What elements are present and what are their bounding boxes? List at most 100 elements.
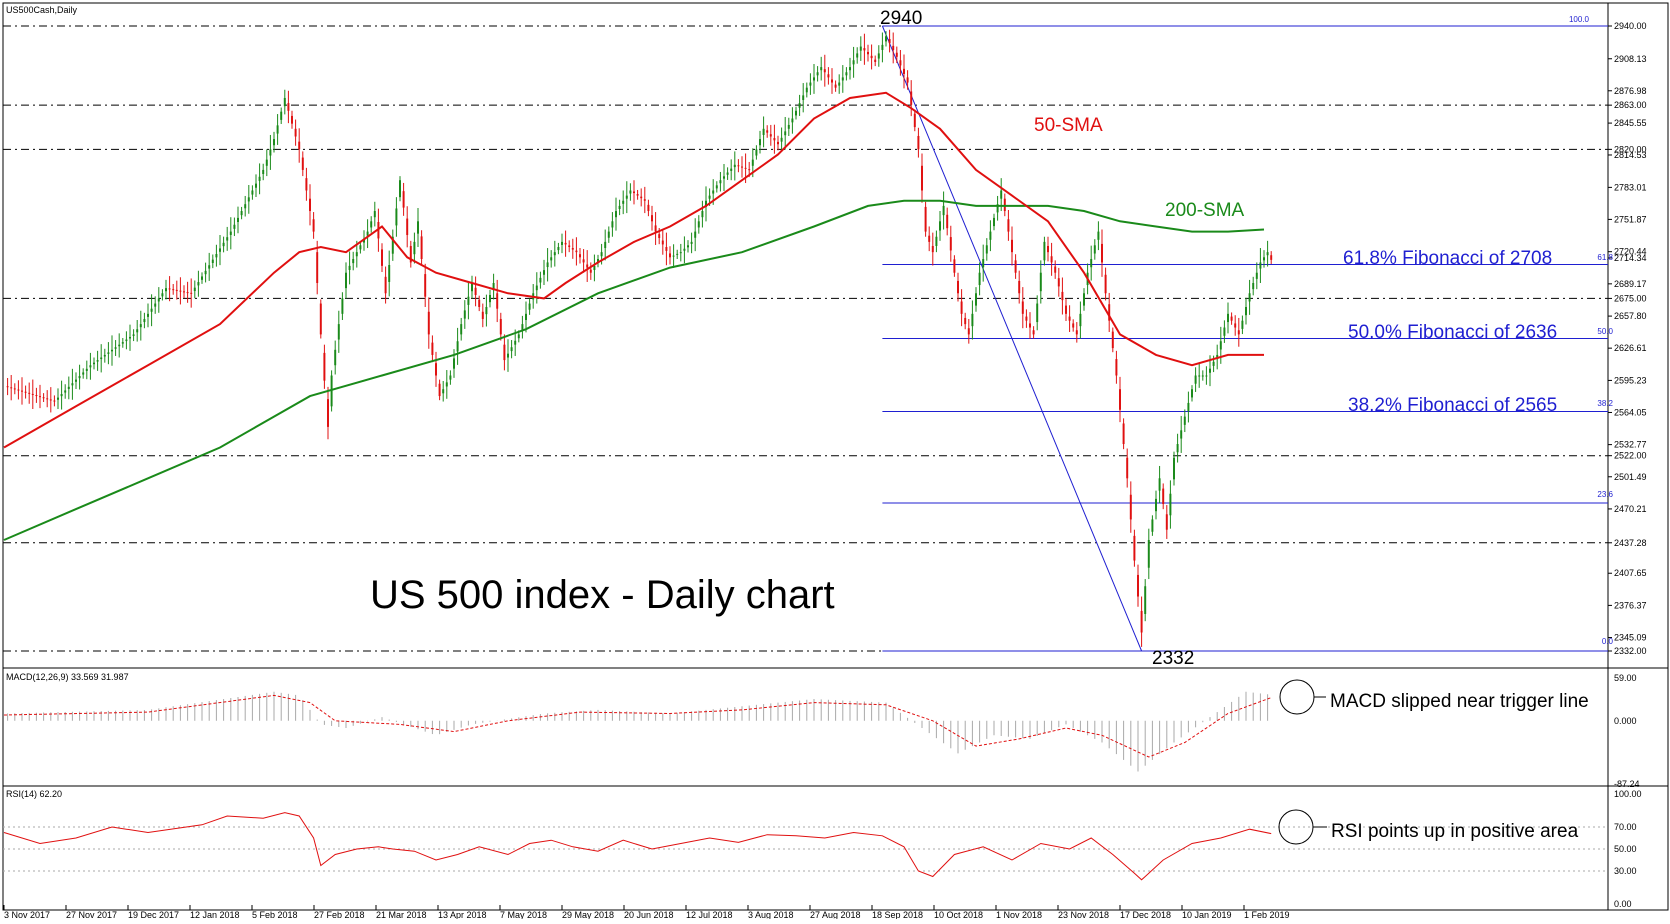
date-tick-label: 29 May 2018 [562,910,614,919]
candle-body [427,311,430,335]
rsi-note: RSI points up in positive area [1331,821,1579,842]
candle-body [1029,323,1031,328]
candle-body [1173,457,1175,480]
candle-body [453,358,455,369]
candle-body [715,185,718,189]
candle-body [1097,231,1100,240]
macd-tick-label: 0.000 [1614,716,1637,726]
candle-body [651,215,653,222]
sma200-line [3,199,1265,541]
price-tick-label: 2626.61 [1614,343,1647,353]
candle-body [384,276,387,294]
candle-body [57,397,59,400]
candle-body [712,190,715,194]
candle-body [690,241,693,244]
candle-body [798,103,801,108]
price-tick-label: 2863.00 [1614,100,1647,110]
candle-body [751,159,754,166]
candle-body [784,131,787,136]
fib-small-382: 38.2 [1597,399,1613,408]
candle-body [514,340,517,345]
candle-body [615,211,617,218]
candle-body [211,259,214,263]
candle-body [208,265,211,269]
candle-body [1025,316,1028,321]
candle-body [633,191,635,194]
candle-body [460,324,463,335]
candle-body [229,231,232,235]
candle-body [1237,330,1240,335]
candle-body [921,165,923,191]
candle-body [777,141,779,145]
candle-body [431,342,434,355]
candle-body [42,397,45,399]
candle-body [903,68,905,74]
candle-body [586,264,589,268]
price-tick-label: 2376.37 [1614,600,1647,610]
candle-body [366,231,369,236]
price-tick-label: 2657.80 [1614,311,1647,321]
price-tick-label: 2332.00 [1614,646,1647,656]
candle-body [341,298,344,314]
candle-body [795,110,797,116]
candle-body [546,262,549,268]
candle-body [255,183,257,188]
date-tick-label: 12 Jan 2018 [190,910,240,919]
rsi-line [3,812,1272,881]
candle-body [600,252,603,257]
candle-body [291,115,293,124]
candle-body [39,396,41,398]
price-tick-label: 2437.28 [1614,538,1647,548]
candle-body [359,245,362,250]
candle-body [244,204,247,209]
candle-body [172,289,175,291]
candle-body [1011,239,1013,253]
candle-body [1090,259,1093,268]
candle-body [640,196,643,199]
candle-body [1191,389,1193,398]
candle-body [1140,610,1143,633]
candle-body [96,360,99,362]
candle-body [661,240,664,245]
candle-body [665,247,668,251]
candle-body [1075,330,1078,335]
candle-body [975,293,977,306]
candle-body [1043,241,1046,261]
candle-body [121,342,124,344]
candle-body [183,291,185,293]
candle-body [262,169,265,175]
candle-body [319,303,322,335]
price-tick-label: 2783.01 [1614,182,1647,192]
candle-body [967,328,970,335]
fib-382-label: 38.2% Fibonacci of 2565 [1348,395,1557,416]
sma50-label: 50-SMA [1034,115,1103,136]
candle-body [859,46,862,51]
candle-body [553,252,556,256]
peak-label: 2940 [880,8,922,29]
candle-body [654,225,657,232]
candle-body [564,242,567,245]
candle-body [762,128,765,135]
rsi-tick-label: 30.00 [1614,866,1637,876]
candle-body [1108,304,1111,321]
candle-body [924,206,927,232]
rsi-pane: 100.00 70.00 50.00 30.00 0.00 [3,789,1642,909]
candle-body [726,172,729,175]
candle-body [831,79,833,83]
candle-body [723,176,725,179]
candle-body [456,341,459,352]
candle-body [1169,493,1172,516]
candle-body [478,299,481,307]
candle-body [265,159,268,166]
date-tick-label: 23 Nov 2018 [1058,910,1109,919]
candle-body [111,349,113,352]
candle-body [165,288,167,292]
candle-body [273,139,275,146]
candle-body [1101,243,1103,263]
date-tick-label: 21 Mar 2018 [376,910,427,919]
candle-body [381,249,383,266]
candle-body [1223,327,1226,336]
fib-small-236: 23.6 [1597,490,1613,499]
